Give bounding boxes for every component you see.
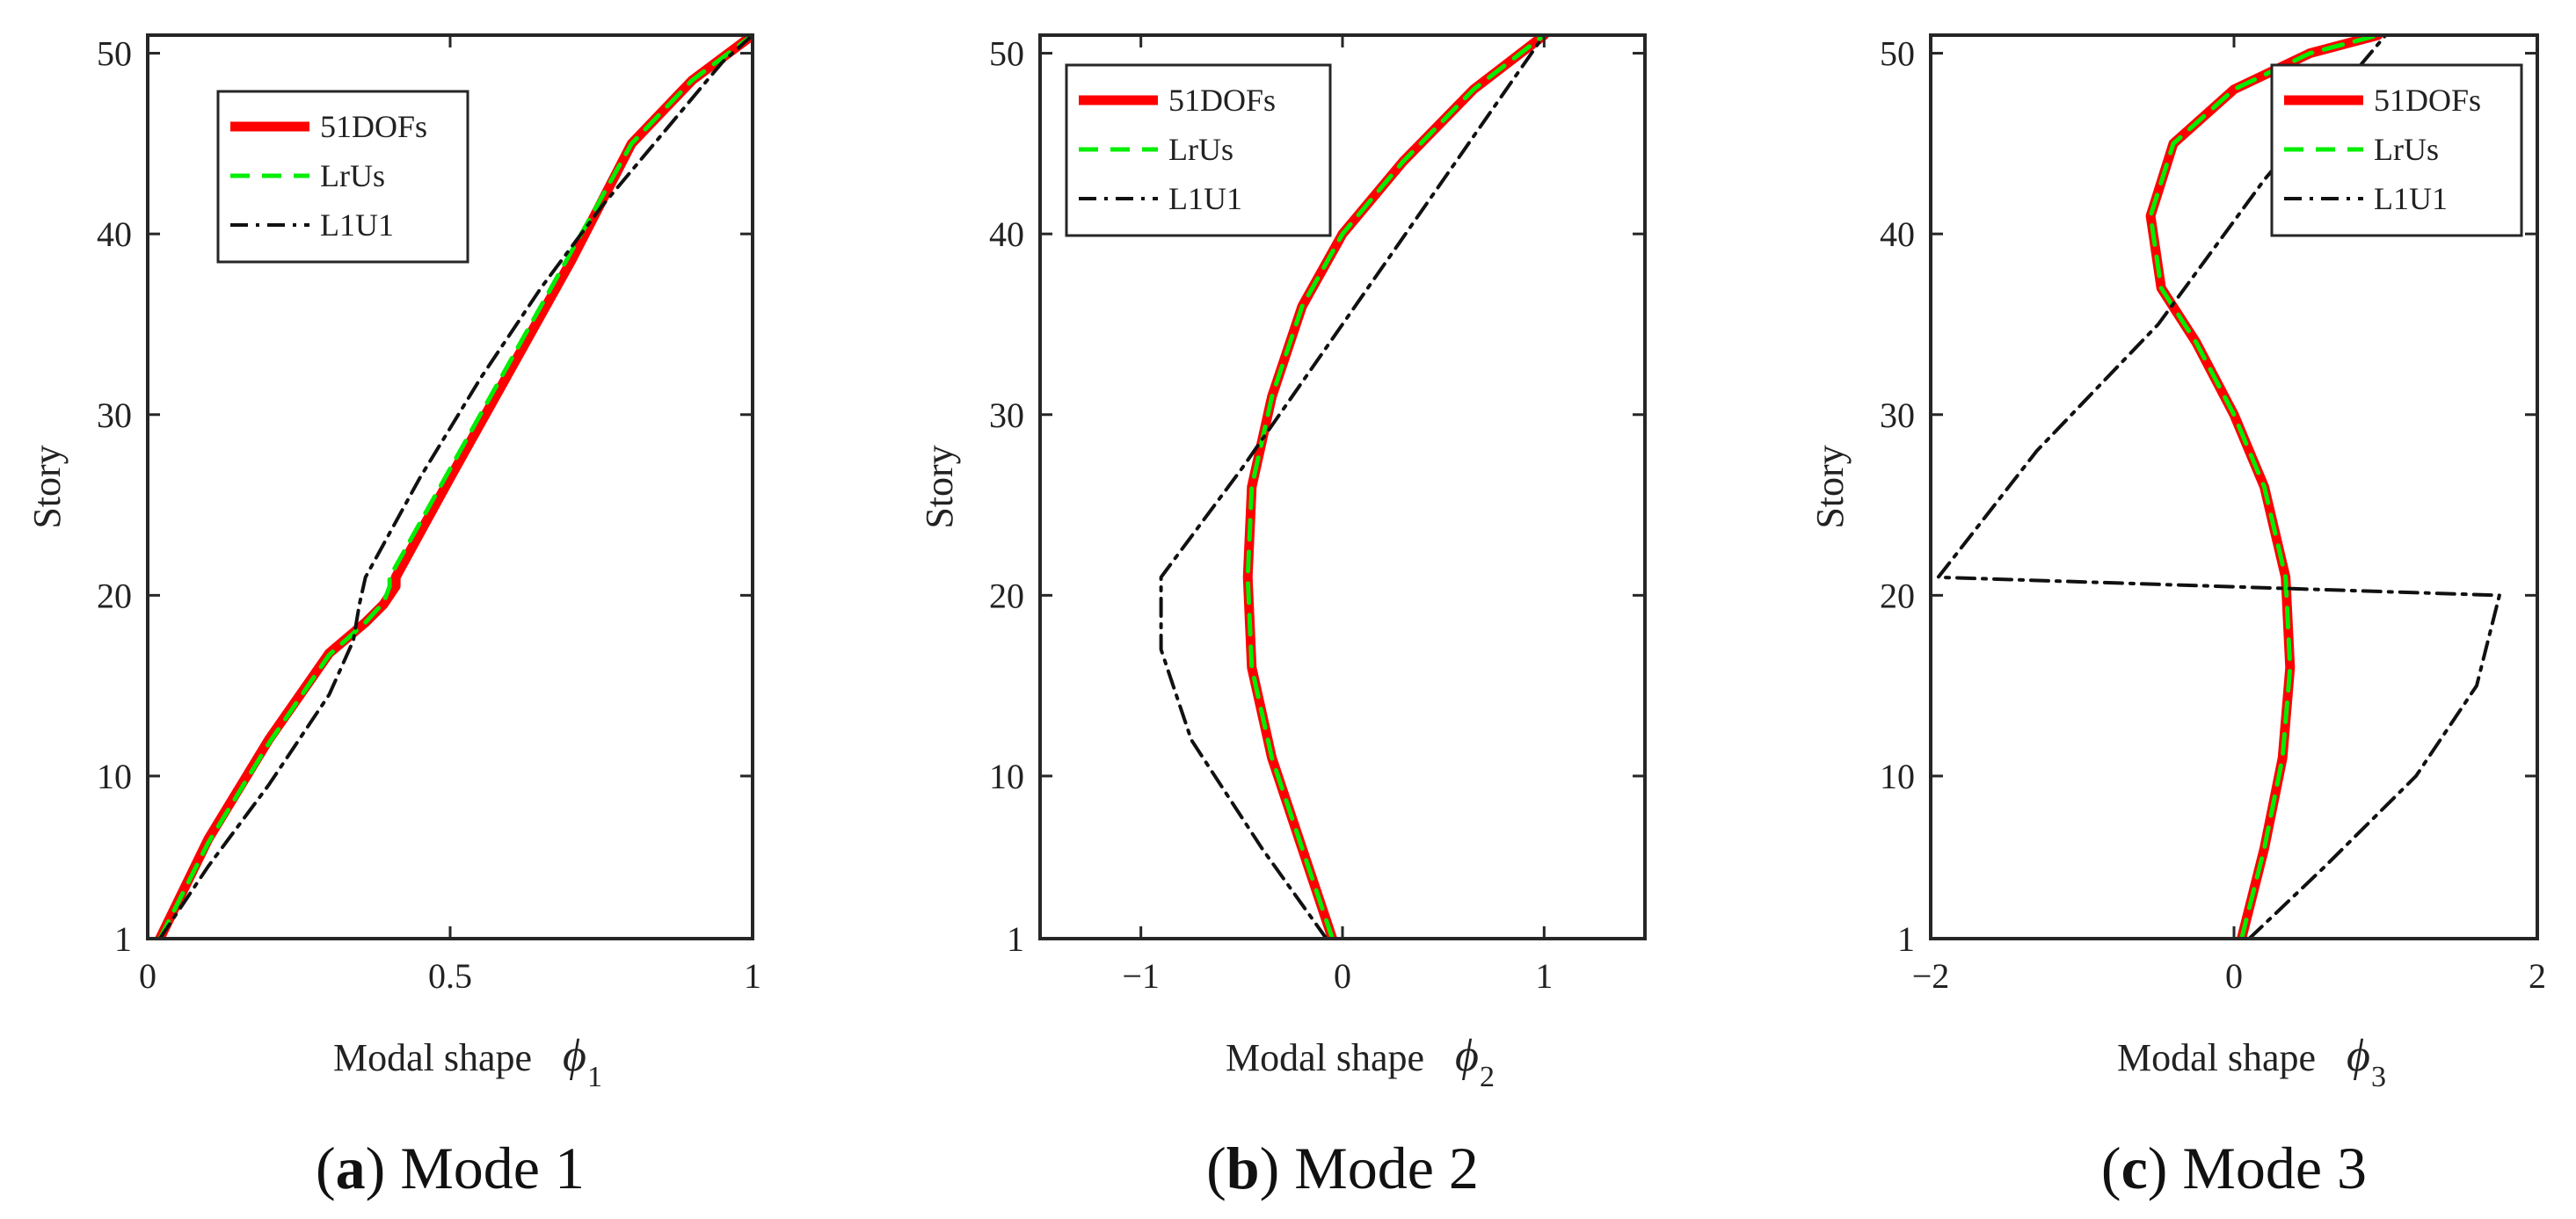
plot-area [155,35,753,939]
series-line-lrus [1245,35,1546,939]
y-tick-label: 50 [1880,34,1915,74]
x-axis-subscript: 1 [587,1061,602,1093]
x-axis-label: Modal shape [333,1036,532,1079]
series-line-l1u1 [157,35,753,939]
legend-box [216,90,469,264]
legend-label: LrUs [2374,132,2439,167]
y-tick-label: 10 [1880,757,1915,796]
legend-label: L1U1 [320,207,394,243]
panel-caption: (b) Mode 2 [1206,1135,1479,1201]
x-axis-symbol: ϕ [563,1031,586,1081]
series-line-lrus [157,35,753,939]
y-tick-label: 1 [114,919,132,959]
legend-label: LrUs [320,158,385,193]
legend-label: 51DOFs [1168,83,1276,118]
x-tick-label: 0 [139,956,156,996]
x-tick-label: 1 [1535,956,1553,996]
legend: 51DOFs LrUs L1U1 [1065,63,1332,237]
legend: 51DOFs LrUs L1U1 [2270,63,2523,237]
legend-label: 51DOFs [2374,83,2481,118]
y-tick-label: 20 [1880,576,1915,615]
y-tick-label: 10 [97,757,132,796]
y-tick-label: 30 [1880,395,1915,435]
legend-label: L1U1 [2374,181,2448,216]
chart-panel-2: −1 0 1 1 10 20 30 40 50 Story Modal shape ϕ 2 51DOFs L… [918,33,1647,1201]
legend-label: 51DOFs [320,109,427,144]
x-tick-label: 1 [744,956,761,996]
x-axis-subscript: 2 [1480,1061,1495,1093]
y-tick-label: 20 [989,576,1024,615]
y-tick-label: 30 [97,395,132,435]
y-tick-label: 1 [1897,919,1915,959]
legend-label: L1U1 [1168,181,1242,216]
x-axis-subscript: 3 [2371,1061,2386,1093]
y-tick-label: 10 [989,757,1024,796]
y-tick-label: 40 [97,214,132,254]
series-line-l1u1 [1936,35,2501,939]
y-tick-label: 30 [989,395,1024,435]
legend-label: LrUs [1168,132,1233,167]
y-axis-label: Story [918,445,961,528]
x-axis-label: Modal shape [2117,1036,2316,1079]
series-line-lrus [2148,35,2381,939]
legend: 51DOFs LrUs L1U1 [216,90,469,264]
y-axis-label: Story [25,445,69,528]
plot-area [1159,35,1549,939]
legend-box [2270,63,2523,237]
x-tick-label: 0 [2225,956,2243,996]
x-tick-label: 0 [1334,956,1351,996]
panel-caption: (a) Mode 1 [316,1135,585,1201]
plot-area [1936,35,2501,939]
panel-caption: (c) Mode 3 [2101,1135,2367,1201]
x-tick-label: −2 [1912,956,1950,996]
series-line-51dofs [155,35,753,939]
y-tick-label: 40 [989,214,1024,254]
x-tick-label: −1 [1122,956,1160,996]
x-tick-label: 0.5 [428,956,472,996]
x-axis-symbol: ϕ [1455,1031,1479,1081]
y-tick-label: 20 [97,576,132,615]
y-tick-label: 50 [989,34,1024,74]
chart-panel-3: −2 0 2 1 10 20 30 40 50 Story Modal shape ϕ 3 51DOFs L… [1808,33,2546,1201]
y-tick-label: 50 [97,34,132,74]
series-line-l1u1 [1159,35,1546,939]
x-axis-label: Modal shape [1226,1036,1424,1079]
x-axis-symbol: ϕ [2347,1031,2370,1081]
y-tick-label: 40 [1880,214,1915,254]
y-axis-label: Story [1808,445,1852,528]
x-tick-label: 2 [2529,956,2546,996]
y-tick-label: 1 [1007,919,1024,959]
